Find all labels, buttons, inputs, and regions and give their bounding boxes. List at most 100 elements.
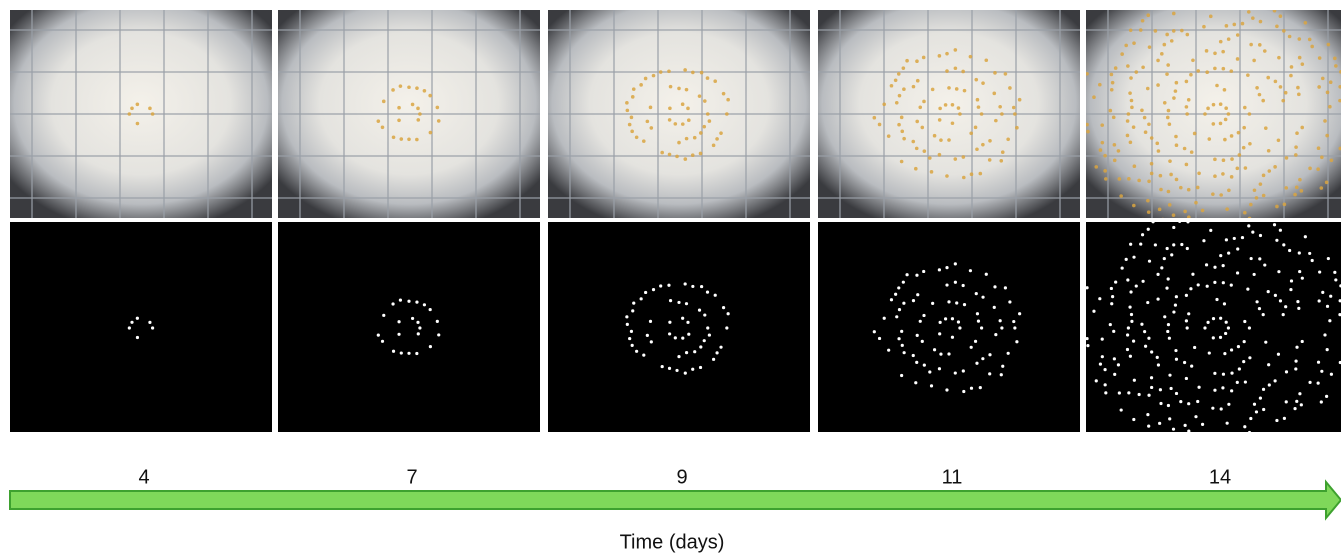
colony xyxy=(1275,24,1279,28)
colony xyxy=(911,140,915,144)
colony xyxy=(1141,19,1145,23)
colony xyxy=(933,134,937,138)
colony-mask xyxy=(1104,391,1107,394)
colony xyxy=(1168,159,1172,163)
colony-mask xyxy=(136,317,139,320)
colony xyxy=(1193,1,1197,5)
time-label: 14 xyxy=(1209,466,1231,488)
colony xyxy=(938,107,942,111)
colony xyxy=(1227,188,1231,192)
colony xyxy=(931,88,935,92)
colony xyxy=(905,59,909,63)
colony-mask xyxy=(1118,391,1121,394)
colony xyxy=(1243,106,1247,110)
colony xyxy=(984,58,988,62)
colony xyxy=(1328,105,1332,109)
colony xyxy=(700,71,704,75)
colony-mask xyxy=(630,330,633,333)
colony xyxy=(1150,162,1154,166)
colony xyxy=(887,134,891,138)
colony-mask xyxy=(900,330,903,333)
colony xyxy=(715,137,719,141)
colony-mask xyxy=(415,352,418,355)
colony-mask xyxy=(1262,408,1265,411)
colony xyxy=(1296,86,1300,90)
colony-mask xyxy=(399,299,402,302)
colony-mask xyxy=(1201,423,1204,426)
colony xyxy=(944,103,948,107)
colony xyxy=(1018,98,1022,102)
colony-mask xyxy=(938,332,941,335)
photo-panel xyxy=(10,10,272,218)
colony-mask xyxy=(1235,445,1238,448)
colony xyxy=(416,107,420,111)
colony xyxy=(632,87,636,91)
colony-mask xyxy=(1187,430,1190,433)
colony-mask xyxy=(902,302,905,305)
colony-mask xyxy=(947,352,950,355)
colony xyxy=(1219,122,1223,126)
colony xyxy=(1323,119,1327,123)
colony-mask xyxy=(1103,368,1106,371)
colony xyxy=(703,99,707,103)
colony xyxy=(686,107,690,111)
colony-mask xyxy=(1222,281,1225,284)
colony xyxy=(1161,218,1165,222)
colony-mask xyxy=(677,301,680,304)
colony-mask xyxy=(1230,348,1233,351)
colony xyxy=(659,70,663,74)
colony-mask xyxy=(1321,291,1324,294)
colony-mask xyxy=(1130,320,1133,323)
colony-mask xyxy=(397,320,400,323)
colony-mask xyxy=(661,365,664,368)
colony xyxy=(1000,112,1004,116)
colony xyxy=(1117,149,1121,153)
colony xyxy=(436,106,440,110)
colony-mask xyxy=(1166,330,1169,333)
colony xyxy=(938,54,942,58)
colony-mask xyxy=(1285,400,1288,403)
colony xyxy=(1150,136,1154,140)
colony xyxy=(1262,174,1266,178)
colony xyxy=(1085,123,1089,127)
colony xyxy=(377,119,381,123)
colony-mask xyxy=(1320,400,1323,403)
colony-mask xyxy=(640,297,643,300)
colony-mask xyxy=(626,323,629,326)
colony-mask xyxy=(128,326,131,329)
colony-mask xyxy=(975,362,978,365)
colony-mask xyxy=(436,320,439,323)
colony xyxy=(951,121,955,125)
colony xyxy=(1146,13,1150,17)
colony xyxy=(706,112,710,116)
colony-mask xyxy=(1104,383,1107,386)
colony-mask xyxy=(944,317,947,320)
colony-mask xyxy=(947,300,950,303)
colony xyxy=(1230,175,1234,179)
colony xyxy=(988,139,992,143)
colony-mask xyxy=(1236,247,1239,250)
colony-mask xyxy=(900,374,903,377)
binary-bg xyxy=(1086,222,1341,432)
colony-mask xyxy=(1129,355,1132,358)
colony xyxy=(969,55,973,59)
colony xyxy=(1158,208,1162,212)
colony-mask xyxy=(1219,254,1222,257)
colony-mask xyxy=(939,321,942,324)
colony xyxy=(1191,58,1195,62)
colony-mask xyxy=(1098,297,1101,300)
photo-panel xyxy=(548,10,810,218)
colony-mask xyxy=(1150,376,1153,379)
colony-mask xyxy=(1247,224,1250,227)
colony-mask xyxy=(1290,279,1293,282)
colony xyxy=(1160,52,1164,56)
colony-mask xyxy=(1274,379,1277,382)
colony xyxy=(1277,138,1281,142)
colony-mask xyxy=(1262,313,1265,316)
colony xyxy=(407,137,411,141)
colony xyxy=(1178,6,1182,10)
colony xyxy=(1086,130,1090,134)
colony-mask xyxy=(382,314,385,317)
colony xyxy=(681,102,685,106)
colony xyxy=(1129,76,1133,80)
